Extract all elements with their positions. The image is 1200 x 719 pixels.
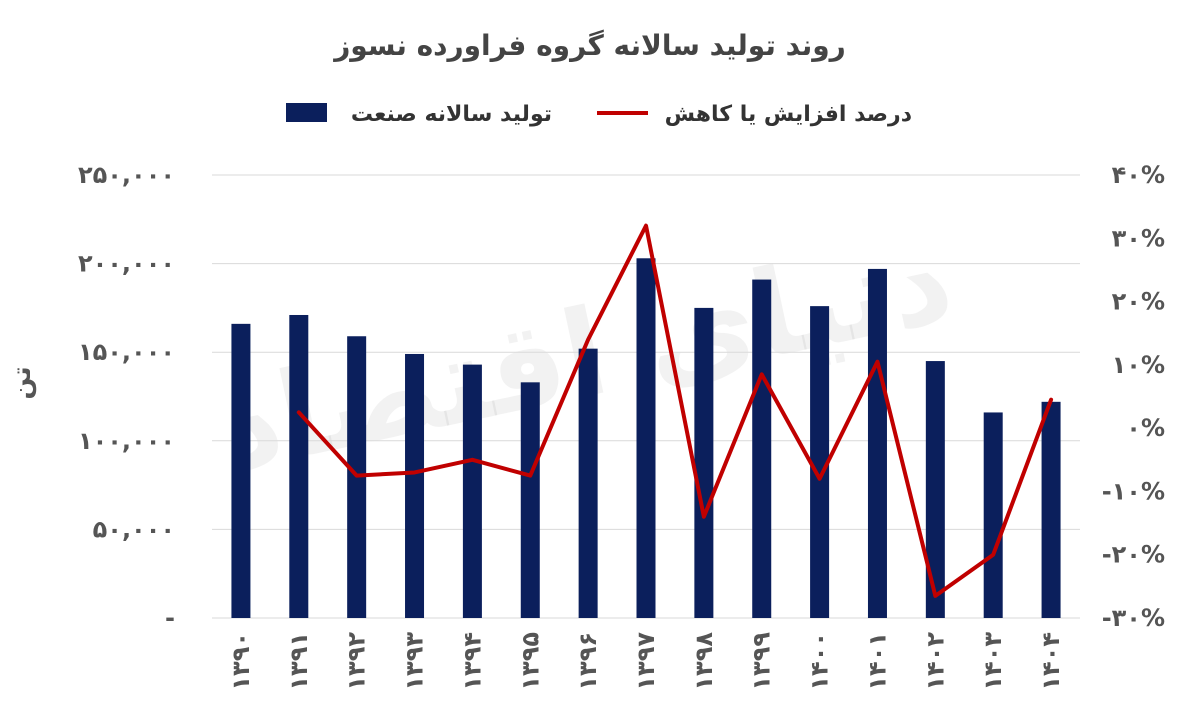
right-axis-ticks: -۳۰% -۲۰% -۱۰% ۰% ۱۰% ۲۰% ۳۰% ۴۰% xyxy=(1102,161,1165,632)
category-label: ۱۳۹۲ xyxy=(343,632,371,691)
right-tick-label: ۴۰% xyxy=(1112,161,1165,189)
right-tick-label: ۰% xyxy=(1126,414,1165,442)
bar xyxy=(984,412,1003,618)
category-label: ۱۳۹۶ xyxy=(574,632,602,691)
bar xyxy=(694,308,713,618)
right-tick-label: ۲۰% xyxy=(1112,288,1165,316)
category-label: ۱۴۰۱ xyxy=(863,632,891,691)
bar xyxy=(521,382,540,618)
bar xyxy=(405,354,424,618)
right-tick-label: ۳۰% xyxy=(1112,224,1165,252)
bar xyxy=(463,365,482,618)
bar xyxy=(637,258,656,618)
right-tick-label: ۱۰% xyxy=(1112,351,1165,379)
legend-bar-label: تولید سالانه صنعت xyxy=(351,102,552,127)
left-tick-label: ۵۰,۰۰۰ xyxy=(93,515,175,543)
bar xyxy=(289,315,308,618)
right-tick-label: -۳۰% xyxy=(1102,604,1165,632)
left-tick-label: ۲۵۰,۰۰۰ xyxy=(78,161,175,189)
category-label: ۱۳۹۵ xyxy=(516,632,544,691)
legend-line-label: درصد افزایش یا کاهش xyxy=(665,102,912,127)
category-label: ۱۳۹۷ xyxy=(632,632,660,691)
left-axis-title: تن xyxy=(7,366,37,399)
right-tick-label: -۲۰% xyxy=(1102,541,1165,569)
category-label: ۱۳۹۸ xyxy=(690,632,718,691)
left-tick-label: - xyxy=(165,604,175,632)
category-label: ۱۴۰۴ xyxy=(1037,632,1065,691)
bar xyxy=(579,349,598,618)
legend: تولید سالانه صنعت درصد افزایش یا کاهش xyxy=(286,102,912,127)
category-label: ۱۳۹۱ xyxy=(285,632,313,691)
bar xyxy=(926,361,945,618)
bar xyxy=(752,280,771,618)
category-label: ۱۳۹۳ xyxy=(401,632,429,691)
left-tick-label: ۲۰۰,۰۰۰ xyxy=(78,250,175,278)
category-label: ۱۳۹۴ xyxy=(458,632,486,691)
category-label: ۱۴۰۳ xyxy=(979,632,1007,691)
bar xyxy=(231,324,250,618)
left-tick-label: ۱۰۰,۰۰۰ xyxy=(78,427,175,455)
left-tick-label: ۱۵۰,۰۰۰ xyxy=(78,338,175,366)
x-axis-categories: ۱۳۹۰ ۱۳۹۱ ۱۳۹۲ ۱۳۹۳ ۱۳۹۴ ۱۳۹۵ ۱۳۹۶ ۱۳۹۷ ۱۳۹۸ ۱۳۹۹… xyxy=(227,632,1065,691)
category-label: ۱۳۹۰ xyxy=(227,632,255,691)
legend-bar-swatch xyxy=(286,103,327,122)
right-tick-label: -۱۰% xyxy=(1102,477,1165,505)
category-label: ۱۴۰۰ xyxy=(806,632,834,691)
chart-title: روند تولید سالانه گروه فراورده نسوز xyxy=(332,29,846,62)
bar xyxy=(868,269,887,618)
category-label: ۱۴۰۲ xyxy=(921,632,949,691)
left-axis-ticks: - ۵۰,۰۰۰ ۱۰۰,۰۰۰ ۱۵۰,۰۰۰ ۲۰۰,۰۰۰ ۲۵۰,۰۰۰ xyxy=(78,161,175,632)
bar xyxy=(1042,402,1061,618)
category-label: ۱۳۹۹ xyxy=(748,632,776,691)
